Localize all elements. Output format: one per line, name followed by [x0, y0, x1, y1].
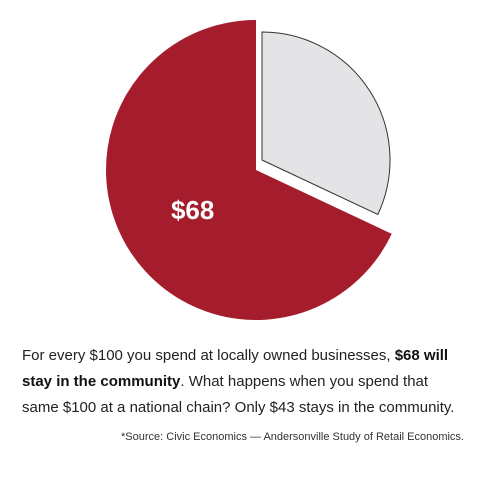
- source-note: *Source: Civic Economics — Andersonville…: [121, 431, 464, 443]
- pie-slice: [106, 20, 392, 320]
- caption: For every $100 you spend at locally owne…: [22, 343, 462, 421]
- caption-text: . What happens when you spend that same …: [22, 373, 455, 416]
- slice-label: $68: [171, 195, 214, 225]
- caption-text: For every $100 you spend at locally owne…: [22, 347, 395, 364]
- caption-bold: $68 will stay in the community: [22, 347, 449, 390]
- chart: $68: [106, 20, 392, 320]
- pie-slice: [261, 31, 391, 216]
